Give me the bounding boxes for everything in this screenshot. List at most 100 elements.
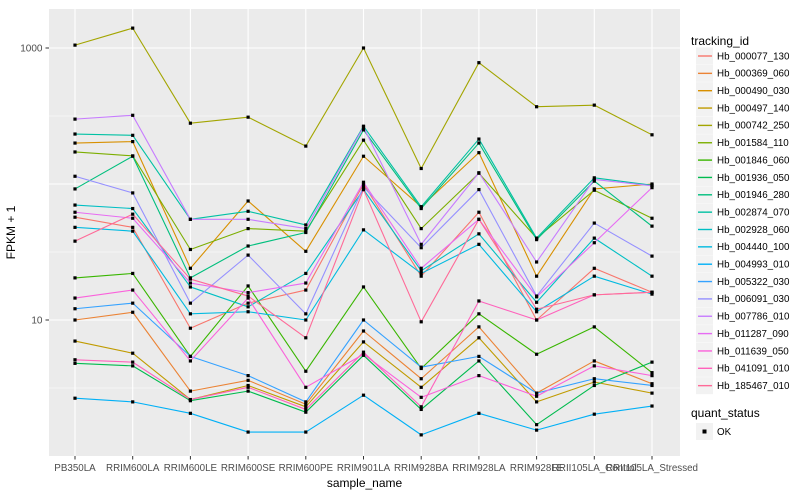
x-tick-label: RRII105LA_Control <box>552 463 637 474</box>
data-point <box>592 241 596 245</box>
data-point <box>304 230 308 235</box>
data-point <box>188 312 192 316</box>
plot-panel <box>49 9 680 456</box>
data-point <box>304 249 308 253</box>
data-point <box>188 397 192 402</box>
data-point <box>73 225 77 229</box>
data-point <box>419 206 423 211</box>
data-point <box>650 371 654 375</box>
legend-label: Hb_001846_060 <box>717 155 790 166</box>
data-point <box>592 188 596 192</box>
data-point <box>535 300 539 304</box>
data-point <box>73 132 77 136</box>
data-point <box>361 180 366 184</box>
data-point <box>188 411 192 415</box>
axis-tick-marks <box>45 47 653 460</box>
data-point <box>592 364 596 368</box>
data-point <box>361 393 366 397</box>
panel-background <box>49 9 680 456</box>
legend-label: Hb_004440_100 <box>717 242 790 253</box>
data-point <box>650 292 654 296</box>
data-point <box>650 374 654 378</box>
data-point <box>246 291 250 295</box>
data-point <box>592 103 596 107</box>
x-tick-label: RRIM928BA <box>394 463 449 474</box>
data-point <box>304 407 308 412</box>
data-point <box>650 274 654 278</box>
data-point <box>419 242 423 246</box>
legend-label: Hb_001584_110 <box>717 138 789 149</box>
legend-title-quant-status: quant_status <box>691 406 760 420</box>
data-point <box>304 281 308 285</box>
data-point <box>304 312 308 316</box>
data-point <box>419 433 423 437</box>
data-point <box>477 411 481 415</box>
data-point <box>361 138 366 142</box>
legend-label: Hb_000490_030 <box>717 86 790 97</box>
legend-title-tracking-id: tracking_id <box>691 34 749 48</box>
data-point <box>188 389 192 393</box>
data-point <box>188 247 192 252</box>
data-point <box>535 307 539 311</box>
data-point <box>419 407 423 412</box>
data-point <box>73 296 77 300</box>
legend-label: Hb_000369_060 <box>717 69 790 80</box>
data-point <box>535 400 539 404</box>
data-point <box>535 428 539 432</box>
data-point <box>361 182 366 186</box>
data-point <box>419 395 423 399</box>
data-point <box>73 358 77 362</box>
data-point <box>304 144 308 148</box>
x-tick-label: RRIM901LA <box>337 463 391 474</box>
data-point <box>592 274 596 278</box>
data-point <box>535 394 539 398</box>
data-point <box>131 26 135 30</box>
data-point <box>361 185 366 189</box>
data-point <box>535 318 539 322</box>
data-point <box>73 150 77 154</box>
data-point <box>131 301 135 305</box>
data-point <box>131 400 135 404</box>
data-point <box>650 404 654 408</box>
data-point <box>246 244 250 248</box>
data-point <box>73 318 77 322</box>
data-point <box>477 151 481 155</box>
data-point <box>477 325 481 329</box>
legend-label: Hb_007786_010 <box>717 312 790 323</box>
data-point <box>304 410 308 414</box>
data-point <box>131 229 135 233</box>
x-axis-title: sample_name <box>327 476 403 490</box>
data-point <box>419 405 423 409</box>
data-point <box>419 385 423 389</box>
legend-label: Hb_002928_060 <box>717 225 790 236</box>
data-point <box>73 187 77 191</box>
data-point <box>246 226 250 231</box>
data-point <box>188 354 192 358</box>
data-point <box>361 125 366 129</box>
data-point <box>73 339 77 343</box>
data-point <box>592 412 596 416</box>
data-point <box>73 210 77 214</box>
data-point <box>592 325 596 329</box>
data-point <box>592 359 596 363</box>
data-point <box>246 284 250 288</box>
x-tick-label: RRIM928LE <box>510 463 564 474</box>
data-point <box>246 305 250 309</box>
legend-label: Hb_001946_280 <box>717 190 790 201</box>
data-point <box>419 226 423 231</box>
data-point <box>131 271 135 276</box>
legend-label: Hb_001936_050 <box>717 173 790 184</box>
data-point-markers <box>73 26 654 437</box>
data-point <box>73 43 77 47</box>
legend-label: Hb_011639_050 <box>717 346 789 357</box>
data-point <box>304 430 308 434</box>
data-point <box>246 294 250 298</box>
data-point <box>650 360 654 364</box>
data-point <box>535 274 539 278</box>
y-tick-label-10: 10 <box>31 316 43 327</box>
data-point <box>304 402 308 406</box>
data-point <box>304 288 308 292</box>
data-point <box>419 269 423 273</box>
data-point <box>246 389 250 393</box>
